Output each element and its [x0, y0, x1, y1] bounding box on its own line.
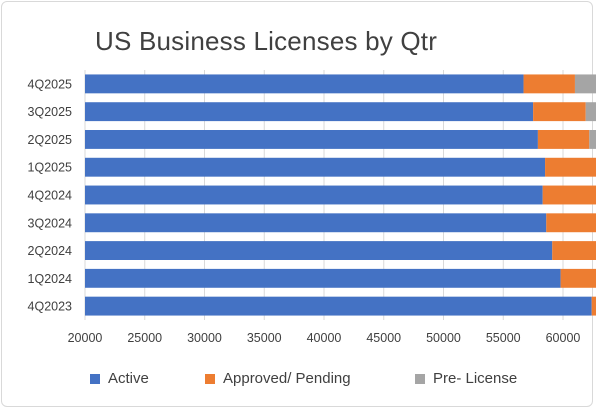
bar-approved-pending-1q2025: [545, 157, 596, 177]
x-tick-label: 45000: [366, 331, 401, 345]
bar-approved-pending-2q2024: [552, 241, 596, 260]
y-category-label: 4Q2025: [28, 77, 73, 91]
bar-approved-pending-3q2024: [546, 213, 596, 233]
bar-approved-pending-4q2023: [591, 296, 596, 316]
bar-pre-license-4q2025: [574, 74, 596, 94]
x-tick-label: 35000: [247, 331, 282, 345]
y-category-label: 2Q2025: [28, 133, 73, 147]
legend-item-active: Active: [90, 370, 149, 387]
bar-active-3q2025: [85, 102, 534, 122]
legend-label-active: Active: [108, 370, 149, 387]
bars: [85, 74, 596, 316]
x-tick-label: 50000: [426, 331, 461, 345]
y-category-label: 3Q2025: [28, 105, 73, 119]
y-category-label: 1Q2024: [28, 272, 73, 286]
bar-active-1q2025: [85, 157, 546, 177]
legend-label-approved-pending: Approved/ Pending: [223, 370, 351, 387]
bar-approved-pending-2q2025: [537, 130, 590, 149]
bar-active-4q2023: [85, 296, 592, 316]
bar-pre-license-2q2025: [589, 130, 596, 149]
bar-active-1q2024: [85, 268, 561, 288]
bar-active-3q2024: [85, 213, 547, 233]
x-axis-labels: 20000 25000 30000 35000 40000 45000 50000 55000…: [68, 331, 581, 345]
bar-active-2q2025: [85, 130, 538, 149]
bar-pre-license-3q2025: [585, 102, 596, 122]
y-category-label: 4Q2024: [28, 189, 73, 203]
bar-active-4q2024: [85, 185, 543, 205]
chart-title: US Business Licenses by Qtr: [95, 26, 438, 56]
x-tick-label: 20000: [68, 331, 103, 345]
y-category-label: 3Q2024: [28, 216, 73, 230]
legend-item-pre-license: Pre- License: [415, 370, 517, 387]
legend-item-approved-pending: Approved/ Pending: [205, 370, 351, 387]
bar-active-4q2025: [85, 74, 524, 94]
legend-label-pre-license: Pre- License: [433, 370, 518, 387]
x-tick-label: 40000: [307, 331, 342, 345]
bar-active-2q2024: [85, 241, 553, 260]
y-axis-labels: 4Q2023 1Q2024 2Q2024 3Q2024 4Q2024 1Q2025 2Q20…: [28, 77, 73, 313]
x-tick-label: 25000: [127, 331, 162, 345]
y-category-label: 1Q2025: [28, 161, 73, 175]
x-tick-label: 60000: [546, 331, 581, 345]
legend-swatch-pre-license: [415, 373, 425, 384]
bar-approved-pending-4q2025: [523, 74, 575, 94]
y-category-label: 4Q2023: [28, 300, 73, 314]
legend-swatch-active: [90, 373, 100, 384]
legend: Active Approved/ Pending Pre- License: [0, 370, 596, 394]
bar-approved-pending-1q2024: [560, 268, 596, 288]
legend-swatch-approved-pending: [205, 373, 215, 384]
x-tick-label: 30000: [187, 331, 222, 345]
y-category-label: 2Q2024: [28, 244, 73, 258]
bar-approved-pending-4q2024: [542, 185, 596, 205]
bar-approved-pending-3q2025: [533, 102, 586, 122]
x-tick-label: 55000: [486, 331, 521, 345]
